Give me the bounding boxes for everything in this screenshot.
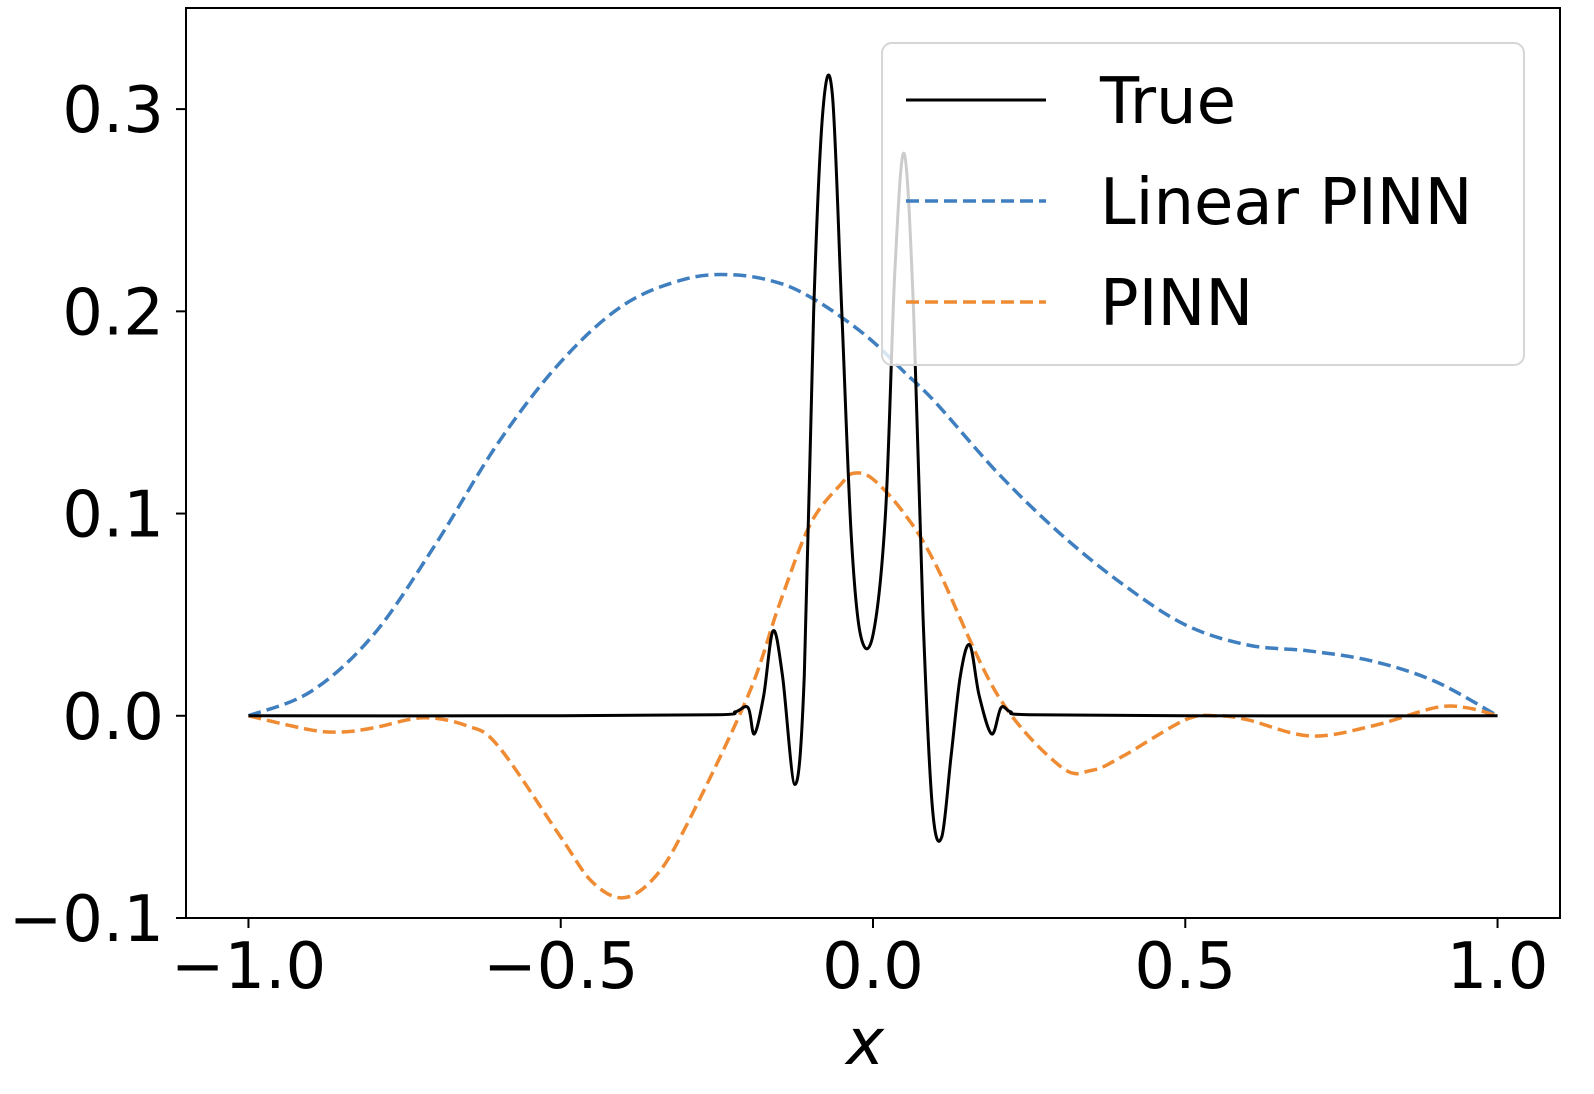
x-tick-label: −1.0 <box>171 930 326 1004</box>
y-tick-label: 0.3 <box>62 74 164 148</box>
y-tick-label: 0.0 <box>62 681 164 755</box>
series-layer <box>247 73 1499 900</box>
y-tick-label: −0.1 <box>9 883 164 957</box>
series-line-linear-pinn <box>247 272 1499 718</box>
legend-label: PINN <box>1100 267 1253 341</box>
legend-box <box>881 42 1525 366</box>
legend-label: True <box>1099 65 1236 139</box>
x-tick-label: −0.5 <box>483 930 638 1004</box>
x-tick-label: 0.5 <box>1134 930 1236 1004</box>
x-tick-label: 0.0 <box>822 930 924 1004</box>
series-line-true <box>248 73 1498 843</box>
legend-label: Linear PINN <box>1100 166 1472 240</box>
x-tick-label: 1.0 <box>1447 930 1549 1004</box>
legend: True Linear PINN PINN <box>881 42 1525 366</box>
series-line-pinn <box>248 471 1499 900</box>
ticks-layer: −1.0 −0.5 0.0 0.5 1.0 −0.1 0.0 0.1 0.2 0.3 <box>9 74 1549 1004</box>
y-tick-label: 0.1 <box>62 479 164 553</box>
y-tick-label: 0.2 <box>62 276 164 350</box>
x-axis-label: x <box>844 1006 885 1080</box>
